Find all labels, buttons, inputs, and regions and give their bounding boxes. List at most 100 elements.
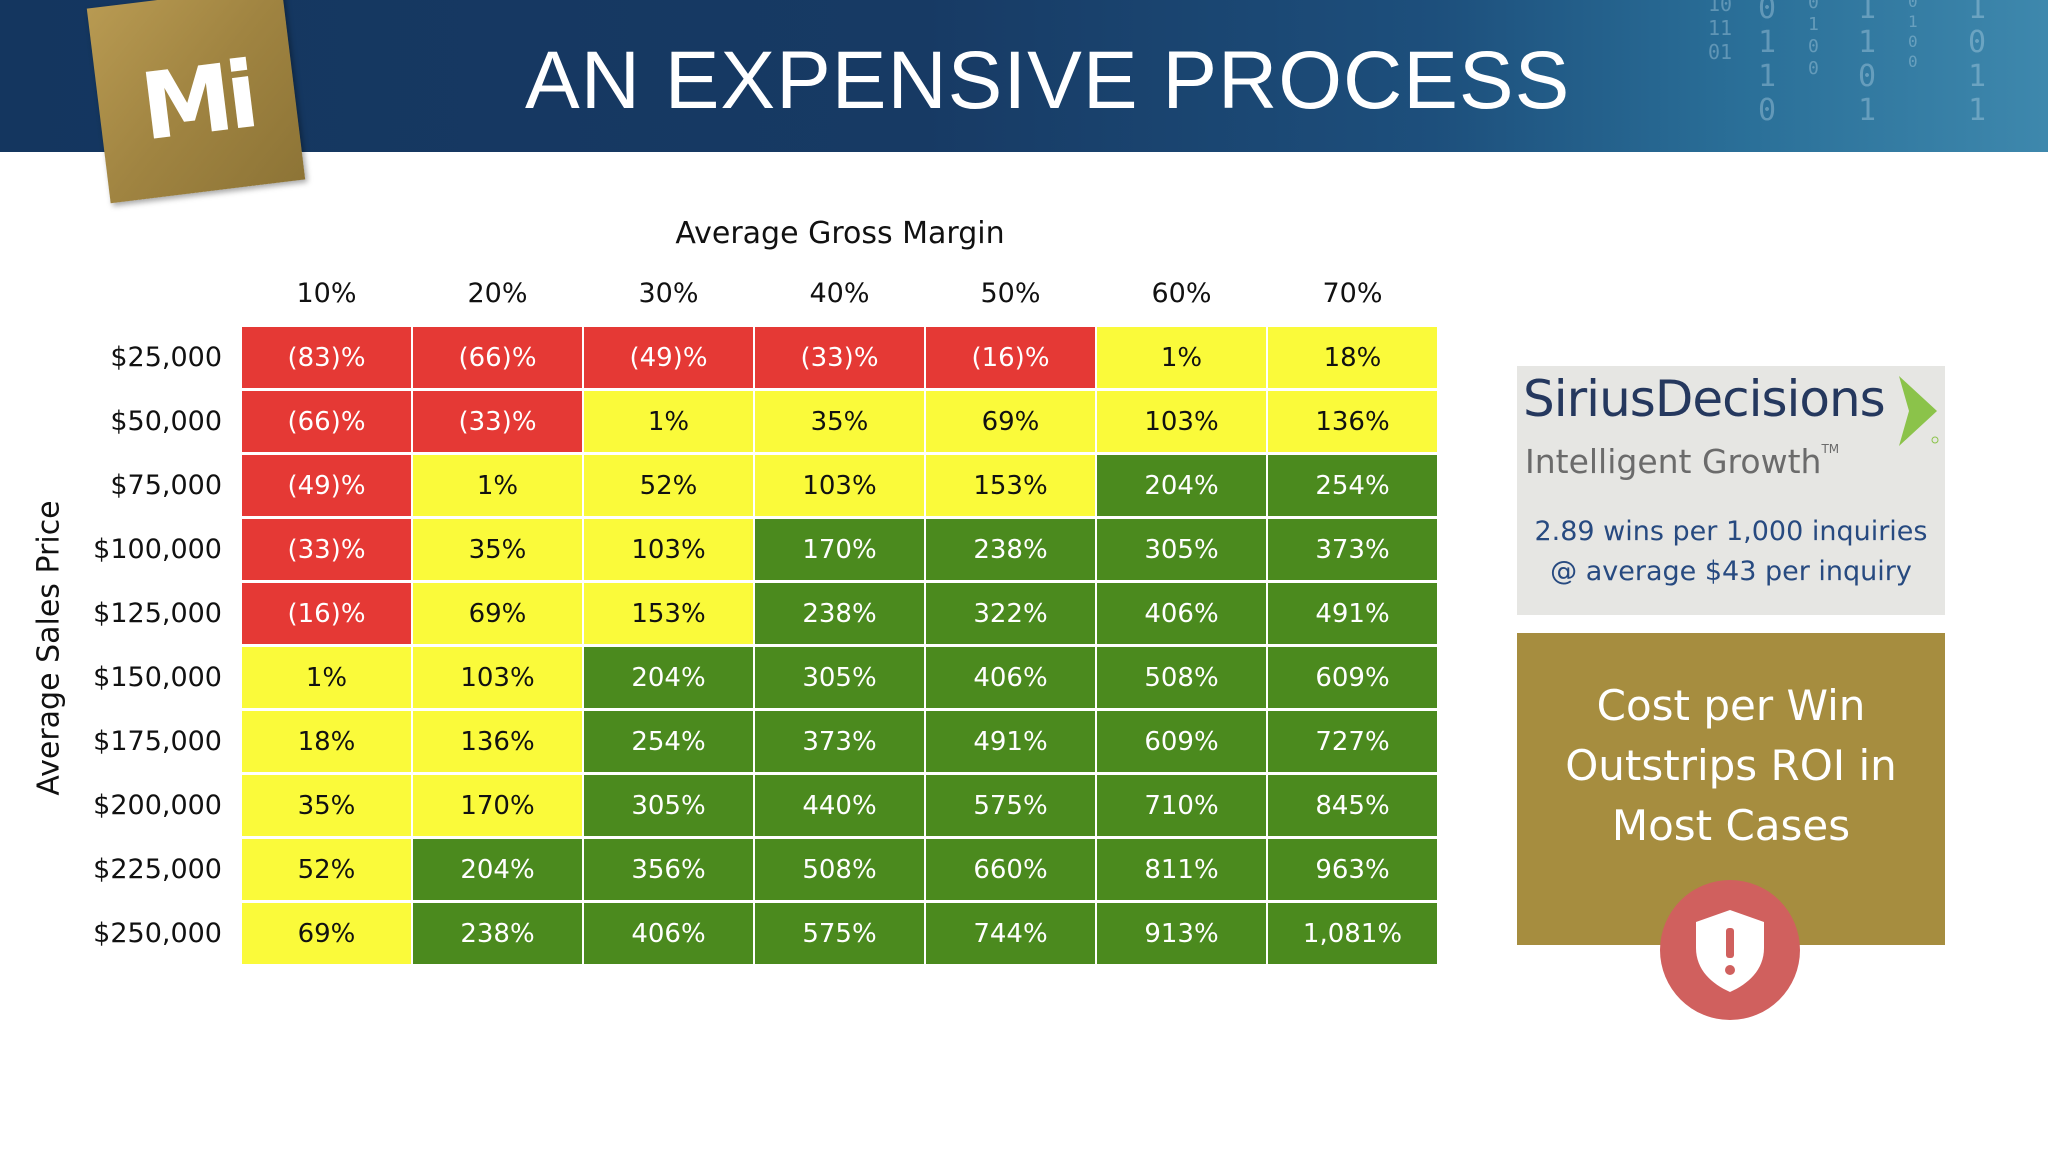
table-cell: 35% [754,390,925,453]
table-cell: 575% [754,902,925,965]
table-cell: 103% [1096,390,1267,453]
column-header: 70% [1267,278,1438,309]
binary-digits: 0 1 0 0 [1808,0,1819,80]
table-cell: 727% [1267,710,1438,773]
row-header: $125,000 [60,598,222,629]
table-cell: 508% [754,838,925,901]
callout-line: Cost per Win [1517,681,1945,730]
shield-exclamation-icon [1692,908,1768,994]
siriusdecisions-card: SiriusDecisions Intelligent GrowthTM 2.8… [1517,366,1945,615]
table-cell: 170% [754,518,925,581]
table-cell: 69% [925,390,1096,453]
binary-digits: 10 11 01 [1708,0,1732,64]
column-axis-title: Average Gross Margin [240,216,1440,251]
table-cell: (49)% [241,454,412,517]
table-cell: 305% [1096,518,1267,581]
table-cell: 52% [241,838,412,901]
table-cell: 238% [925,518,1096,581]
table-cell: 406% [925,646,1096,709]
table-cell: 913% [1096,902,1267,965]
warning-badge [1660,880,1800,1020]
table-cell: 609% [1096,710,1267,773]
table-cell: 136% [412,710,583,773]
binary-digits: 1 1 0 1 [1858,0,1876,128]
table-cell: (66)% [412,326,583,389]
row-header: $175,000 [60,726,222,757]
column-header: 10% [241,278,412,309]
table-cell: (83)% [241,326,412,389]
trademark-mark: TM [1821,442,1839,456]
row-header: $25,000 [60,342,222,373]
column-header: 40% [754,278,925,309]
row-header: $50,000 [60,406,222,437]
table-cell: 744% [925,902,1096,965]
table-cell: 373% [1267,518,1438,581]
table-cell: (66)% [241,390,412,453]
callout-line: Outstrips ROI in [1517,741,1945,790]
table-cell: 52% [583,454,754,517]
table-cell: 406% [1096,582,1267,645]
table-cell: 811% [1096,838,1267,901]
row-header: $225,000 [60,854,222,885]
table-cell: 1% [1096,326,1267,389]
table-cell: 575% [925,774,1096,837]
table-cell: 69% [412,582,583,645]
binary-background-decoration: 10 11 01 0 1 1 0 0 1 0 0 1 1 0 1 0 1 0 0 1 0 … [1708,0,2038,152]
table-cell: 322% [925,582,1096,645]
table-cell: 35% [241,774,412,837]
logo-text: Mi [93,36,301,166]
header-banner: 10 11 01 0 1 1 0 0 1 0 0 1 1 0 1 0 1 0 0 1 0 … [0,0,2048,152]
table-cell: 254% [583,710,754,773]
table-cell: 238% [412,902,583,965]
table-cell: 204% [583,646,754,709]
table-cell: 710% [1096,774,1267,837]
binary-digits: 1 0 1 1 [1968,0,1986,128]
binary-digits: 0 1 1 0 [1758,0,1776,128]
table-cell: 103% [754,454,925,517]
table-cell: 136% [1267,390,1438,453]
binary-digits: 0 1 0 0 [1908,0,1918,72]
table-cell: (49)% [583,326,754,389]
table-cell: 508% [1096,646,1267,709]
table-cell: 204% [412,838,583,901]
table-cell: 845% [1267,774,1438,837]
table-cell: 1% [583,390,754,453]
mi-logo: Mi [87,0,305,203]
table-cell: 1% [412,454,583,517]
table-cell: 491% [1267,582,1438,645]
table-cell: (16)% [925,326,1096,389]
table-cell: 18% [241,710,412,773]
table-cell: 660% [925,838,1096,901]
table-cell: 356% [583,838,754,901]
table-cell: 35% [412,518,583,581]
table-cell: 103% [412,646,583,709]
table-cell: (33)% [412,390,583,453]
table-cell: 609% [1267,646,1438,709]
chevron-logo-icon [1895,376,1941,446]
row-header: $100,000 [60,534,222,565]
table-cell: 238% [754,582,925,645]
wins-per-inquiry-stat: 2.89 wins per 1,000 inquiries [1517,516,1945,547]
table-cell: 305% [754,646,925,709]
table-cell: 170% [412,774,583,837]
table-cell: 1% [241,646,412,709]
table-cell: 373% [754,710,925,773]
siriusdecisions-tagline: Intelligent GrowthTM [1525,442,1839,481]
table-cell: 18% [1267,326,1438,389]
table-cell: 305% [583,774,754,837]
table-cell: 153% [583,582,754,645]
table-cell: 1,081% [1267,902,1438,965]
table-cell: (33)% [241,518,412,581]
table-cell: 69% [241,902,412,965]
row-header: $250,000 [60,918,222,949]
table-cell: 254% [1267,454,1438,517]
column-header: 50% [925,278,1096,309]
row-axis-title: Average Sales Price [32,448,67,848]
row-header: $200,000 [60,790,222,821]
table-cell: 153% [925,454,1096,517]
table-cell: (16)% [241,582,412,645]
tagline-text: Intelligent Growth [1525,442,1821,481]
table-cell: 963% [1267,838,1438,901]
table-cell: 103% [583,518,754,581]
table-cell: 406% [583,902,754,965]
